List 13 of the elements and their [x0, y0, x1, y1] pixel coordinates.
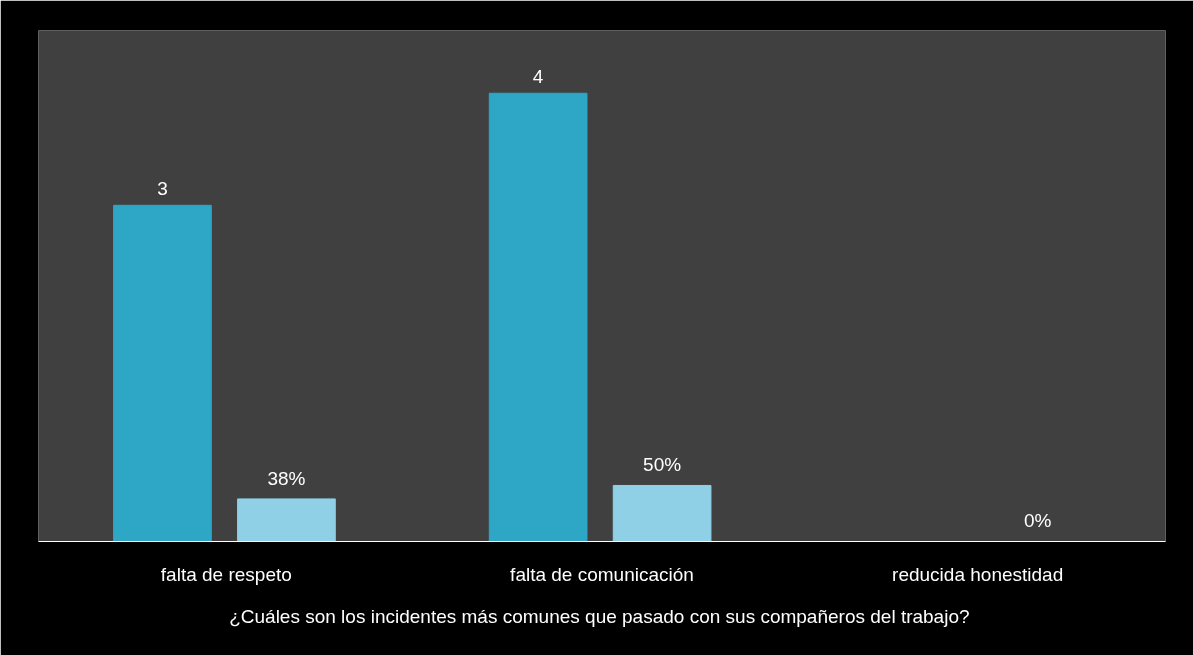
x-tick-label: falta de respeto	[160, 563, 292, 585]
x-tick-label: reducida honestidad	[892, 563, 1064, 585]
x-axis-title: ¿Cuáles son los incidentes más comunes que pasado con sus compañeros del trabajo?	[229, 605, 970, 627]
data-label: 0%	[1024, 510, 1052, 532]
bar	[488, 92, 588, 542]
data-label: 4	[532, 66, 544, 88]
bar	[113, 204, 212, 542]
data-label: 3	[157, 178, 168, 200]
bar	[612, 484, 712, 542]
data-label: 38%	[267, 467, 306, 489]
x-tick-label: falta de comunicación	[510, 563, 694, 585]
data-label: 50%	[643, 454, 682, 476]
bar	[237, 498, 336, 542]
